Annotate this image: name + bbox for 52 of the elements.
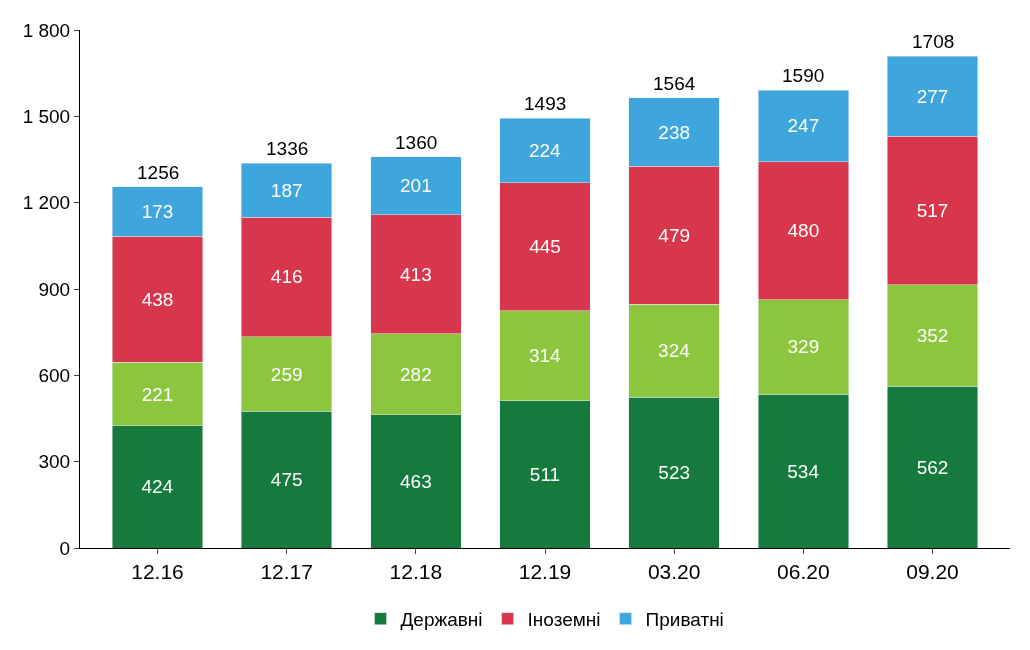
legend-label: Іноземні: [527, 609, 601, 631]
total-label: 1564: [653, 73, 696, 94]
x-tick-label: 09.20: [906, 560, 959, 584]
total-label: 1360: [395, 132, 438, 153]
data-label: 480: [787, 220, 820, 242]
x-tick-label: 12.18: [389, 560, 443, 584]
data-label: 424: [141, 476, 174, 498]
data-label: 479: [658, 224, 691, 246]
data-label: 523: [658, 462, 691, 484]
x-tick-label: 06.20: [777, 560, 830, 584]
total-label: 1590: [782, 65, 825, 86]
data-label: 475: [270, 469, 303, 491]
data-label: 352: [916, 325, 949, 347]
x-tick-label: 12.16: [131, 560, 184, 584]
data-label: 173: [141, 200, 174, 222]
data-label: 562: [916, 456, 949, 478]
data-label: 314: [528, 345, 562, 367]
data-label: 259: [270, 363, 303, 385]
data-label: 534: [787, 460, 820, 482]
legend-label: Приватні: [645, 609, 724, 631]
data-label: 463: [399, 470, 432, 492]
y-tick-label: 1 500: [22, 105, 71, 127]
total-label: 1493: [524, 93, 567, 114]
data-label: 324: [658, 340, 691, 362]
x-tick-label: 12.19: [518, 560, 572, 584]
data-label: 413: [399, 263, 432, 285]
data-label: 221: [141, 383, 174, 405]
y-tick-label: 300: [38, 451, 71, 473]
total-label: 1708: [912, 31, 955, 52]
data-label: 277: [916, 85, 949, 107]
y-tick-label: 600: [38, 364, 71, 386]
y-tick-label: 1 200: [22, 192, 71, 214]
data-label: 247: [787, 115, 820, 137]
data-label: 511: [529, 463, 561, 485]
total-label: 1336: [266, 138, 309, 159]
total-label: 1256: [137, 162, 180, 183]
data-label: 445: [529, 236, 561, 258]
legend-label: Державні: [400, 609, 483, 631]
data-label: 238: [658, 121, 691, 143]
data-label: 282: [399, 363, 432, 385]
data-label: 517: [916, 200, 949, 222]
y-tick-label: 900: [38, 278, 71, 300]
x-tick-label: 12.17: [260, 560, 313, 584]
y-tick-label: 0: [59, 537, 71, 559]
data-label: 224: [528, 139, 562, 161]
y-tick-label: 1 800: [22, 19, 71, 41]
x-tick-label: 03.20: [647, 560, 701, 584]
data-label: 187: [270, 179, 303, 201]
data-label: 201: [399, 175, 432, 197]
data-label: 329: [787, 336, 820, 358]
data-label: 416: [270, 266, 303, 288]
data-label: 438: [141, 288, 174, 310]
